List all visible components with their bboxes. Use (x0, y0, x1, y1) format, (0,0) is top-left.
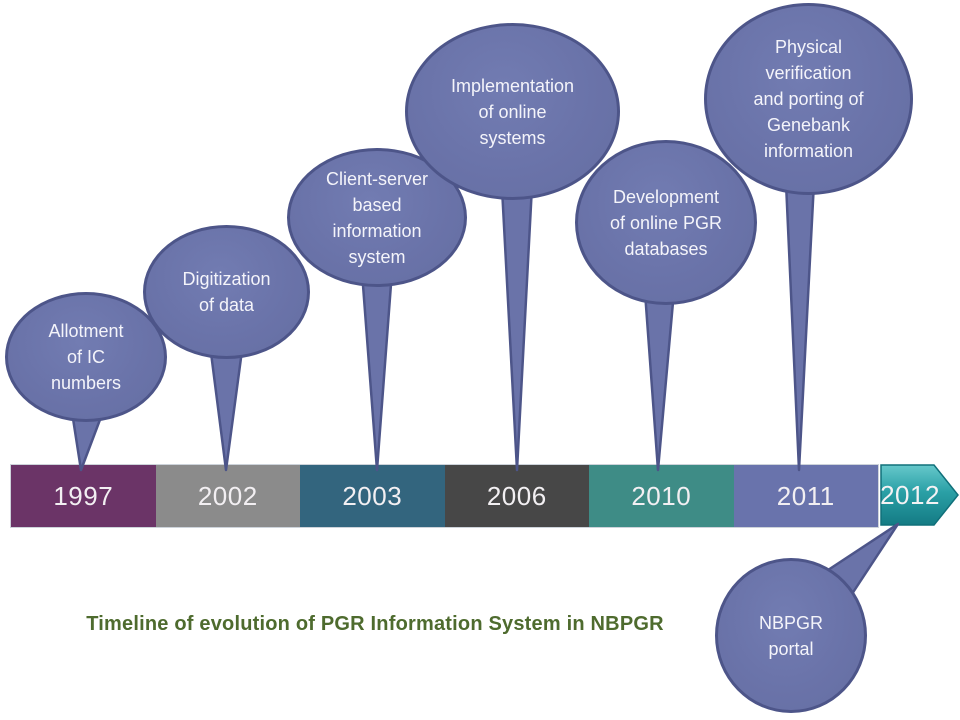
callout-development-online-pgr-databases: Development of online PGR databases (575, 140, 757, 305)
callout-tail-2011 (784, 180, 816, 472)
timeline-segment-2003: 2003 (300, 465, 445, 527)
timeline-bar: 1997 2002 2003 2006 2010 2011 (10, 464, 879, 528)
callout-physical-verification-genebank: Physical verification and porting of Gen… (704, 3, 913, 195)
year-label-2012: 2012 (880, 479, 940, 510)
callout-label: Physical verification and porting of Gen… (753, 37, 864, 161)
callout-tail-2006 (500, 184, 534, 472)
timeline-segment-2002: 2002 (155, 465, 300, 527)
timeline-segment-1997: 1997 (11, 465, 156, 527)
callout-label: Client-server based information system (325, 168, 429, 267)
arrow-shape (880, 464, 959, 526)
timeline-arrow-2012 (880, 464, 959, 526)
year-label: 2010 (631, 480, 692, 511)
callout-label: NBPGR portal (758, 612, 823, 659)
year-label: 2011 (776, 480, 835, 511)
timeline-segment-2011: 2011 (733, 465, 878, 527)
year-label: 1997 (53, 480, 114, 511)
callout-tail-2003 (360, 269, 394, 472)
callout-client-server-information-system: Client-server based information system (287, 148, 467, 287)
year-label: 2003 (342, 480, 403, 511)
slide-title: Timeline of evolution of PGR Information… (86, 613, 664, 635)
year-label: 2006 (486, 480, 547, 511)
callout-nbpgr-portal: NBPGR portal (715, 558, 867, 713)
callout-label: Allotment of IC numbers (48, 321, 124, 393)
callout-digitization-of-data: Digitization of data (143, 225, 310, 359)
timeline-segment-2006: 2006 (444, 465, 589, 527)
callout-tail-2002 (208, 341, 245, 472)
callout-label: Development of online PGR databases (609, 186, 723, 259)
timeline-segment-2010: 2010 (589, 465, 734, 527)
year-label: 2002 (197, 480, 258, 511)
callout-implementation-online-systems: Implementation of online systems (405, 23, 620, 200)
callout-allotment-ic-numbers: Allotment of IC numbers (5, 292, 167, 422)
callout-tail-2010 (643, 289, 676, 472)
callout-label: Digitization of data (182, 269, 271, 315)
callout-label: Implementation of online systems (450, 75, 575, 148)
